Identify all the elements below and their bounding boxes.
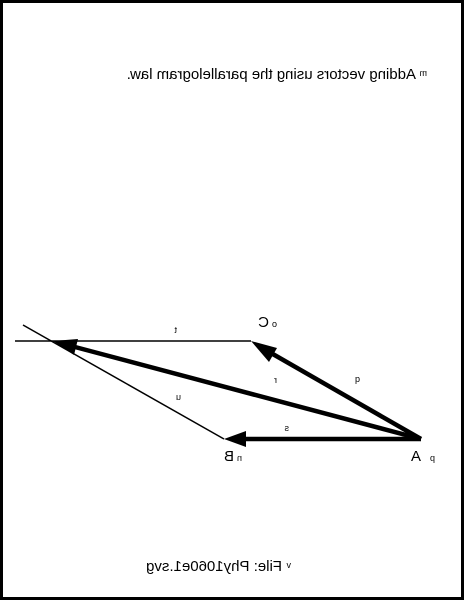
file-marker: v <box>286 560 291 570</box>
vector-r-arrowhead <box>53 339 78 355</box>
mirrored-drawing: Adding vectors using the parallelogram l… <box>15 66 435 575</box>
point-c-label: C <box>258 314 269 331</box>
title-marker: m <box>420 68 428 78</box>
file-label: File: Phy1060e1.svg <box>146 558 282 575</box>
point-b-marker: n <box>237 453 242 463</box>
vector-q-line <box>269 351 423 441</box>
diagram-title: Adding vectors using the parallelogram l… <box>127 66 416 83</box>
vector-s-arrowhead <box>224 431 246 447</box>
vector-r-line <box>74 344 422 442</box>
point-a-label: A <box>411 448 421 465</box>
point-c-marker: o <box>272 319 277 329</box>
side-u-line <box>22 324 225 440</box>
point-a-marker: p <box>430 453 435 463</box>
segment-u-label: u <box>176 392 181 402</box>
vector-diagram: Adding vectors using the parallelogram l… <box>15 66 435 575</box>
vector-q-arrowhead <box>251 341 277 362</box>
segment-t-label: t <box>174 325 177 335</box>
segment-q-label: q <box>355 374 360 384</box>
segment-r-label: r <box>274 375 277 385</box>
point-b-label: B <box>224 448 234 465</box>
segment-s-label: s <box>284 423 289 433</box>
